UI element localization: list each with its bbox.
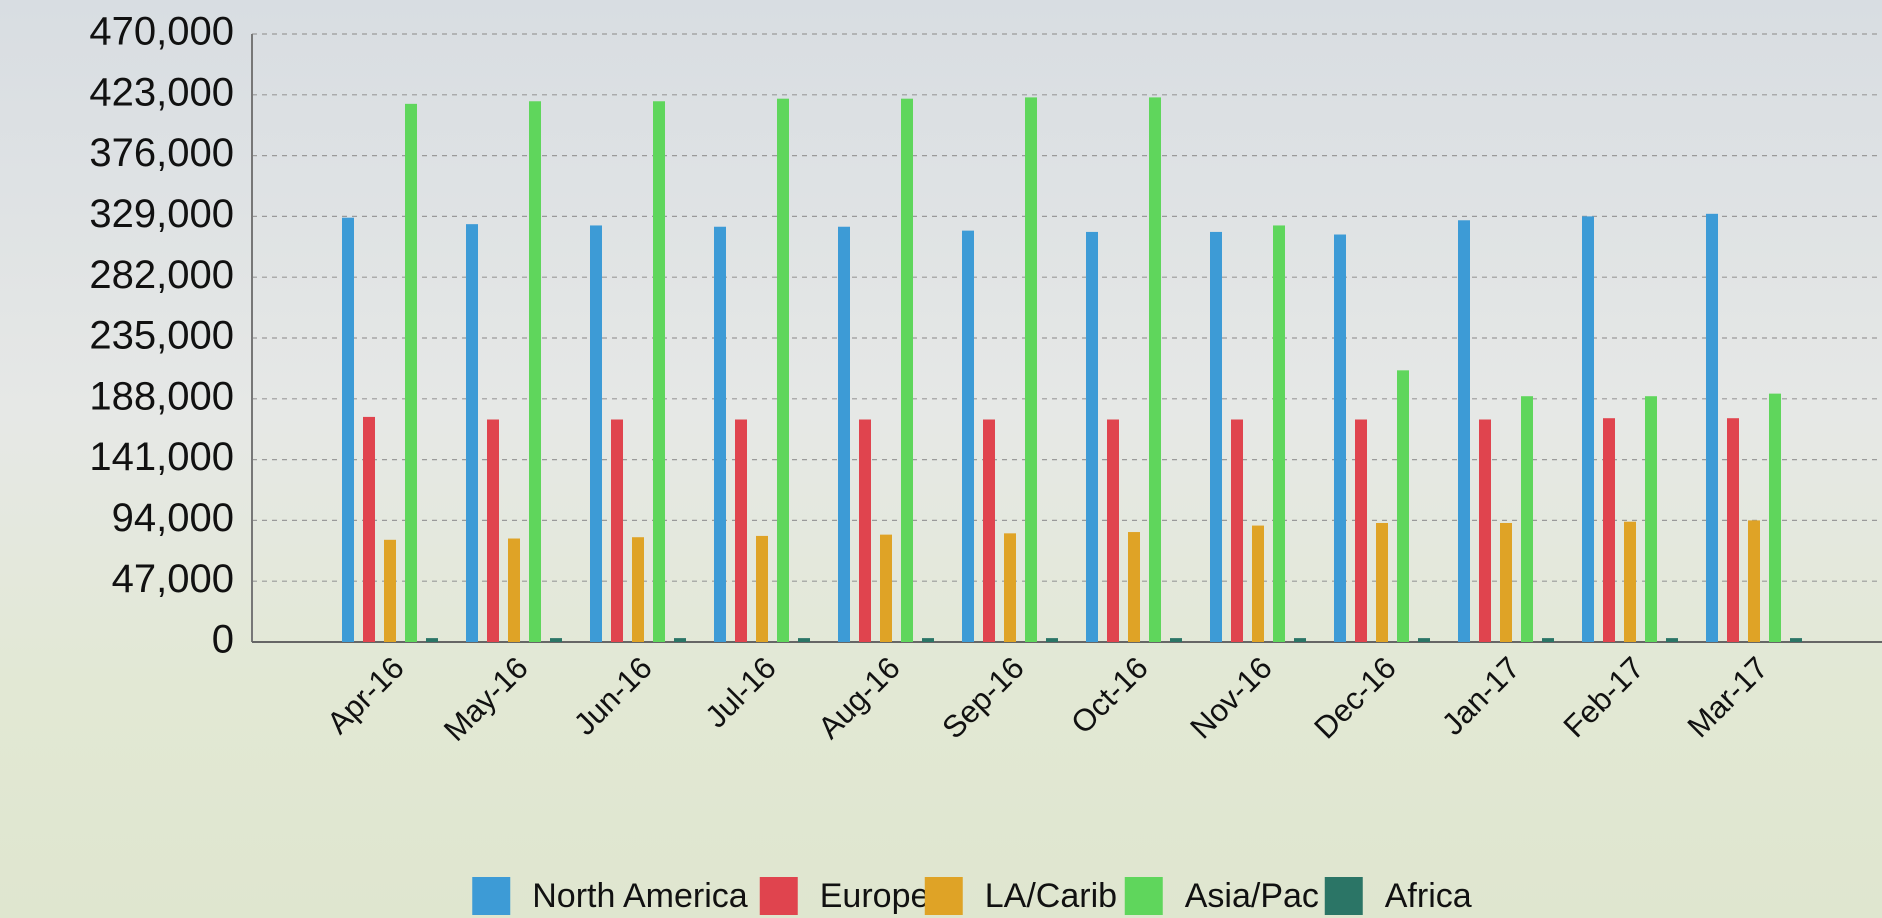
bar (1706, 214, 1718, 642)
bar (983, 419, 995, 642)
legend-swatch (760, 877, 798, 915)
bar (1748, 520, 1760, 642)
bar (1128, 532, 1140, 642)
bar (798, 638, 810, 642)
bar (1479, 419, 1491, 642)
legend-label: LA/Carib (985, 877, 1117, 915)
y-tick-label: 47,000 (112, 557, 234, 601)
bar (1025, 97, 1037, 642)
bar (529, 101, 541, 642)
bar (1603, 418, 1615, 642)
y-tick-label: 282,000 (89, 253, 234, 297)
legend-swatch (1325, 877, 1363, 915)
y-tick-label: 423,000 (89, 70, 234, 114)
bar (1107, 419, 1119, 642)
bar (880, 535, 892, 642)
bar (1355, 419, 1367, 642)
bar (735, 419, 747, 642)
bar (901, 99, 913, 642)
bar (674, 638, 686, 642)
bar (363, 417, 375, 642)
bar (1170, 638, 1182, 642)
bar (714, 227, 726, 642)
y-tick-label: 329,000 (89, 192, 234, 236)
bar (1334, 235, 1346, 642)
legend-swatch (472, 877, 510, 915)
y-tick-label: 0 (212, 618, 234, 662)
bar (1542, 638, 1554, 642)
legend-swatch (925, 877, 963, 915)
bar (1004, 533, 1016, 642)
legend-swatch (1125, 877, 1163, 915)
bar (590, 225, 602, 642)
bar (962, 231, 974, 642)
bar (1727, 418, 1739, 642)
bar (1790, 638, 1802, 642)
bar (1645, 396, 1657, 642)
bar (1086, 232, 1098, 642)
bar (1521, 396, 1533, 642)
bar (1500, 523, 1512, 642)
y-tick-label: 141,000 (89, 435, 234, 479)
bar (1397, 370, 1409, 642)
bar (777, 99, 789, 642)
bar (1624, 522, 1636, 642)
bar (1769, 394, 1781, 642)
bar (1294, 638, 1306, 642)
bar (466, 224, 478, 642)
y-tick-label: 470,000 (89, 10, 234, 54)
bar (1582, 216, 1594, 642)
bar (384, 540, 396, 642)
bar (922, 638, 934, 642)
bar (1273, 225, 1285, 642)
bar (405, 104, 417, 642)
bar (611, 419, 623, 642)
bar (756, 536, 768, 642)
bar (653, 101, 665, 642)
y-tick-label: 188,000 (89, 374, 234, 418)
legend-label: Europe (820, 877, 930, 915)
bar (1458, 220, 1470, 642)
y-tick-label: 94,000 (112, 496, 234, 540)
y-tick-label: 376,000 (89, 131, 234, 175)
bar (1418, 638, 1430, 642)
bar (632, 537, 644, 642)
bar (1666, 638, 1678, 642)
bar (1252, 526, 1264, 642)
bar (1231, 419, 1243, 642)
chart: 0 47,000 94,000 141,000 188,000 235,000 282,00… (0, 0, 1882, 918)
bar (1046, 638, 1058, 642)
bar (508, 539, 520, 642)
bar (859, 419, 871, 642)
bar (1149, 97, 1161, 642)
bar (1376, 523, 1388, 642)
legend-label: Africa (1385, 877, 1472, 915)
bar (487, 419, 499, 642)
bar (838, 227, 850, 642)
y-tick-label: 235,000 (89, 314, 234, 358)
bar (426, 638, 438, 642)
bar (550, 638, 562, 642)
bar (1210, 232, 1222, 642)
legend-label: North America (532, 877, 747, 915)
bar (342, 218, 354, 642)
legend-label: Asia/Pac (1185, 877, 1319, 915)
